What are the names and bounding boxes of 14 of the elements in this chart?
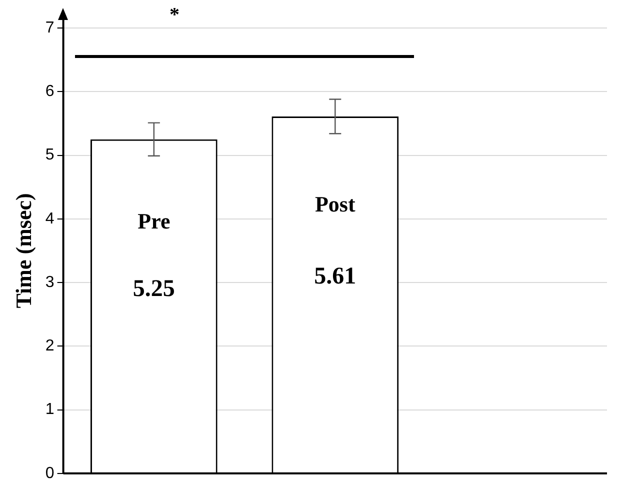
- x-tick-label: Post: [314, 191, 356, 216]
- y-tick-label: 3: [45, 274, 54, 291]
- data-label: 5.61: [314, 263, 356, 290]
- y-tick-label: 7: [45, 19, 54, 36]
- y-axis-title: Time (msec): [10, 193, 36, 308]
- data-label: 5.25: [132, 276, 175, 302]
- y-tick-label: 4: [45, 210, 54, 228]
- y-tick-label: 1: [45, 401, 54, 418]
- y-tick-label: 2: [45, 338, 54, 355]
- y-tick-label: 6: [45, 83, 54, 100]
- y-tick-label: 5: [45, 146, 54, 164]
- text: *: [170, 4, 180, 26]
- x-tick-label: Pre: [138, 208, 170, 234]
- y-tick-label: 0: [45, 464, 54, 482]
